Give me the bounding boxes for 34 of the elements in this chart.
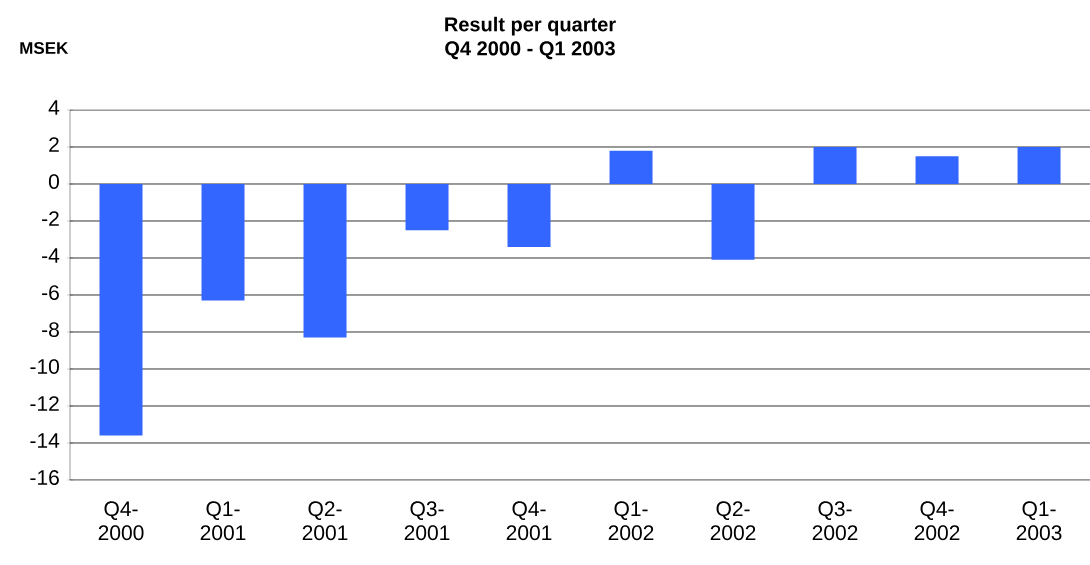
- x-tick-label: Q3-2002: [812, 501, 858, 541]
- x-tick-label: Q3-2001: [404, 501, 450, 541]
- y-axis-title: MSEK: [20, 41, 69, 55]
- bar: [1017, 146, 1061, 184]
- bar: [99, 183, 143, 436]
- bar: [915, 156, 959, 184]
- bar: [609, 150, 653, 184]
- y-tick-label: -4: [42, 248, 60, 263]
- x-tick-label: Q4-2001: [506, 501, 552, 541]
- x-tick-label: Q4-2000: [98, 501, 144, 541]
- y-tick-label: -8: [42, 322, 59, 337]
- bar: [711, 183, 755, 260]
- chart-subtitle: Q4 2000 - Q1 2003: [445, 41, 615, 60]
- bar: [201, 183, 245, 301]
- x-tick-label: Q1-2002: [608, 501, 654, 541]
- y-tick-label: -10: [30, 359, 59, 374]
- y-tick-label: -16: [30, 470, 59, 485]
- y-tick-label: -12: [30, 396, 59, 411]
- bar: [813, 146, 857, 184]
- x-tick-label: Q1-2001: [200, 501, 246, 541]
- bar: [303, 183, 347, 338]
- x-tick-label: Q2-2002: [710, 501, 756, 541]
- x-tick-label: Q1-2003: [1016, 501, 1062, 541]
- y-tick-label: 0: [48, 174, 59, 189]
- y-tick-label: 4: [48, 100, 60, 115]
- y-tick-label: -14: [30, 433, 60, 448]
- y-tick-label: -2: [42, 211, 59, 226]
- y-tick-label: 2: [49, 137, 59, 152]
- x-tick-label: Q4-2002: [914, 501, 960, 541]
- chart-title: Result per quarter: [445, 16, 616, 36]
- x-tick-label: Q2-2001: [302, 501, 348, 541]
- y-tick-label: -6: [42, 285, 59, 300]
- bar: [405, 183, 449, 231]
- bar: [507, 183, 551, 247]
